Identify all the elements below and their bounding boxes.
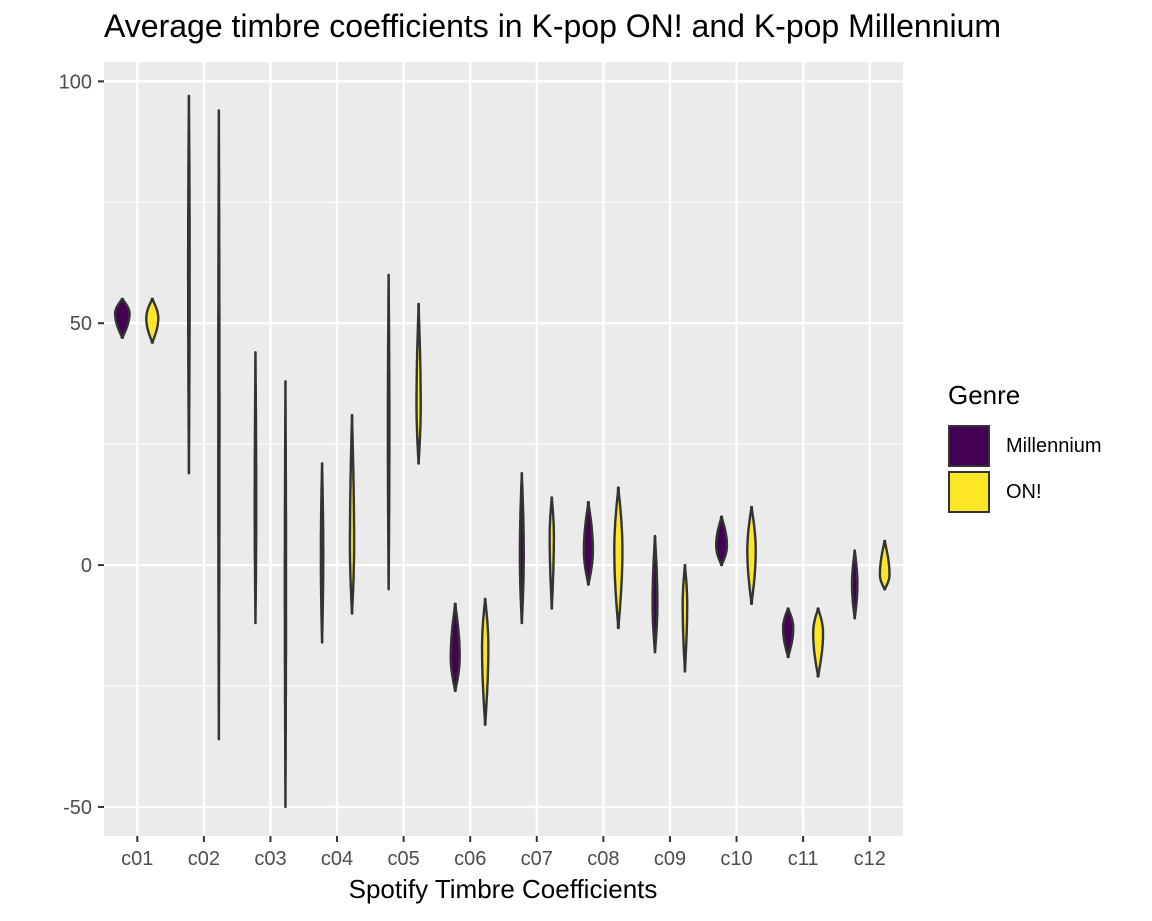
x-tick-label: c06 <box>454 848 486 870</box>
violin-on-c10 <box>746 505 757 605</box>
x-tick-label: c10 <box>720 848 752 870</box>
legend-label-on: ON! <box>1006 480 1042 503</box>
y-tick-label: 50 <box>70 313 92 335</box>
violin-on-c06 <box>480 597 490 726</box>
violin-millennium-c12 <box>850 549 859 620</box>
y-tick-label: 0 <box>81 555 92 577</box>
violin-on-c05 <box>415 302 422 465</box>
violin-millennium-c10 <box>715 515 729 567</box>
x-tick-label: c11 <box>788 848 819 870</box>
chart-title: Average timbre coefficients in K-pop ON!… <box>104 8 1002 44</box>
legend-label-millennium: Millennium <box>1006 434 1102 457</box>
violin-on-c08 <box>613 486 624 630</box>
x-axis-title: Spotify Timbre Coefficients <box>349 874 658 904</box>
violin-on-c01 <box>145 297 160 344</box>
violin-on-c03 <box>283 380 288 809</box>
x-tick-label: c09 <box>654 848 686 870</box>
violin-on-c11 <box>812 607 825 678</box>
x-axis: c01 c02 c03 c04 c05 c06 c07 c08 c09 c10 c11 c12 <box>121 836 886 870</box>
legend-key-millennium <box>948 425 990 467</box>
x-tick-label: c05 <box>388 848 420 870</box>
x-tick-label: c03 <box>254 848 286 870</box>
violin-millennium-c11 <box>781 607 795 659</box>
y-axis: -50 0 50 100 <box>59 71 104 819</box>
legend-item-on: ON! <box>948 469 1102 515</box>
violin-on-c12 <box>878 539 891 591</box>
major-gridlines <box>104 62 903 836</box>
x-tick-label: c12 <box>854 848 886 870</box>
x-tick-label: c04 <box>321 848 353 870</box>
x-tick-label: c07 <box>521 848 553 870</box>
violin-millennium-c06 <box>449 602 461 693</box>
violin-on-c09 <box>681 563 689 673</box>
violins <box>113 94 891 809</box>
violin-on-c04 <box>348 413 356 615</box>
violin-millennium-c04 <box>319 462 325 644</box>
y-tick-label: 100 <box>59 71 92 93</box>
minor-gridlines <box>104 201 903 687</box>
violin-millennium-c08 <box>582 501 595 586</box>
violin-millennium-c03 <box>253 351 258 625</box>
legend-key-on <box>948 471 990 513</box>
legend-title: Genre <box>948 380 1021 410</box>
plot-panel <box>104 62 903 836</box>
violin-millennium-c05 <box>386 273 391 591</box>
violin-on-c02 <box>217 109 221 741</box>
violin-on-c07 <box>548 496 556 610</box>
violin-millennium-c07 <box>518 472 525 625</box>
y-tick-label: -50 <box>63 797 92 819</box>
violin-millennium-c01 <box>113 297 131 339</box>
x-tick-label: c08 <box>587 848 619 870</box>
legend: Genre Millennium ON! <box>948 380 1102 515</box>
legend-item-millennium: Millennium <box>948 423 1102 469</box>
violin-millennium-c09 <box>651 534 659 654</box>
x-tick-label: c01 <box>121 848 153 870</box>
x-tick-label: c02 <box>188 848 220 870</box>
violin-millennium-c02 <box>186 94 191 475</box>
